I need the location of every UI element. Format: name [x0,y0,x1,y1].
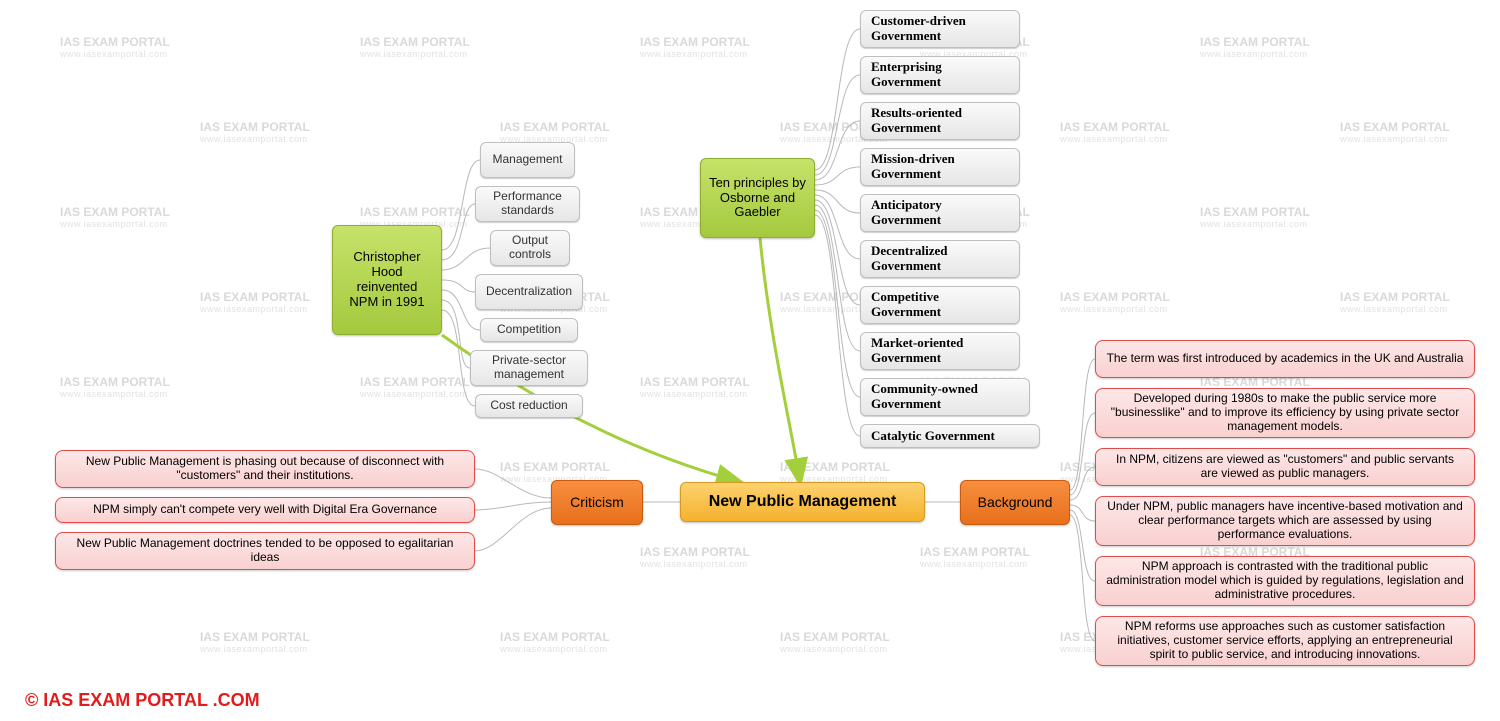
watermark-8: IAS EXAM PORTALwww.iasexamportal.com [1060,120,1170,144]
criticism-node: Criticism [551,480,643,525]
watermark-20: IAS EXAM PORTALwww.iasexamportal.com [60,375,170,399]
watermark-37: IAS EXAM PORTALwww.iasexamportal.com [780,630,890,654]
copyright-label: © IAS EXAM PORTAL .COM [25,690,260,711]
watermark-18: IAS EXAM PORTALwww.iasexamportal.com [1060,290,1170,314]
watermark-27: IAS EXAM PORTALwww.iasexamportal.com [780,460,890,484]
hood-item-0: Management [480,142,575,178]
watermark-15: IAS EXAM PORTALwww.iasexamportal.com [200,290,310,314]
osborne-item-1: Enterprising Government [860,56,1020,94]
watermark-35: IAS EXAM PORTALwww.iasexamportal.com [200,630,310,654]
criticism-item-1: NPM simply can't compete very well with … [55,497,475,523]
background-node: Background [960,480,1070,525]
background-item-0: The term was first introduced by academi… [1095,340,1475,378]
watermark-32: IAS EXAM PORTALwww.iasexamportal.com [640,545,750,569]
watermark-9: IAS EXAM PORTALwww.iasexamportal.com [1340,120,1450,144]
osborne-item-2: Results-oriented Government [860,102,1020,140]
background-item-1: Developed during 1980s to make the publi… [1095,388,1475,438]
background-item-2: In NPM, citizens are viewed as "customer… [1095,448,1475,486]
watermark-1: IAS EXAM PORTALwww.iasexamportal.com [360,35,470,59]
osborne-item-8: Community-owned Government [860,378,1030,416]
center-node: New Public Management [680,482,925,522]
hood-item-3: Decentralization [475,274,583,310]
osborne-item-6: Competitive Government [860,286,1020,324]
background-item-5: NPM reforms use approaches such as custo… [1095,616,1475,666]
watermark-22: IAS EXAM PORTALwww.iasexamportal.com [640,375,750,399]
osborne-item-3: Mission-driven Government [860,148,1020,186]
osborne-item-0: Customer-driven Government [860,10,1020,48]
background-item-3: Under NPM, public managers have incentiv… [1095,496,1475,546]
hood-item-2: Output controls [490,230,570,266]
watermark-10: IAS EXAM PORTALwww.iasexamportal.com [60,205,170,229]
watermark-36: IAS EXAM PORTALwww.iasexamportal.com [500,630,610,654]
watermark-14: IAS EXAM PORTALwww.iasexamportal.com [1200,205,1310,229]
watermark-21: IAS EXAM PORTALwww.iasexamportal.com [360,375,470,399]
criticism-item-2: New Public Management doctrines tended t… [55,532,475,570]
osborne-node: Ten principles by Osborne and Gaebler [700,158,815,238]
watermark-6: IAS EXAM PORTALwww.iasexamportal.com [500,120,610,144]
hood-item-4: Competition [480,318,578,342]
hood-node: Christopher Hood reinvented NPM in 1991 [332,225,442,335]
watermark-0: IAS EXAM PORTALwww.iasexamportal.com [60,35,170,59]
watermark-4: IAS EXAM PORTALwww.iasexamportal.com [1200,35,1310,59]
watermark-2: IAS EXAM PORTALwww.iasexamportal.com [640,35,750,59]
hood-item-5: Private-sector management [470,350,588,386]
watermark-19: IAS EXAM PORTALwww.iasexamportal.com [1340,290,1450,314]
osborne-item-4: Anticipatory Government [860,194,1020,232]
osborne-item-7: Market-oriented Government [860,332,1020,370]
watermark-5: IAS EXAM PORTALwww.iasexamportal.com [200,120,310,144]
hood-item-1: Performance standards [475,186,580,222]
osborne-item-9: Catalytic Government [860,424,1040,448]
watermark-33: IAS EXAM PORTALwww.iasexamportal.com [920,545,1030,569]
background-item-4: NPM approach is contrasted with the trad… [1095,556,1475,606]
osborne-item-5: Decentralized Government [860,240,1020,278]
criticism-item-0: New Public Management is phasing out bec… [55,450,475,488]
hood-item-6: Cost reduction [475,394,583,418]
